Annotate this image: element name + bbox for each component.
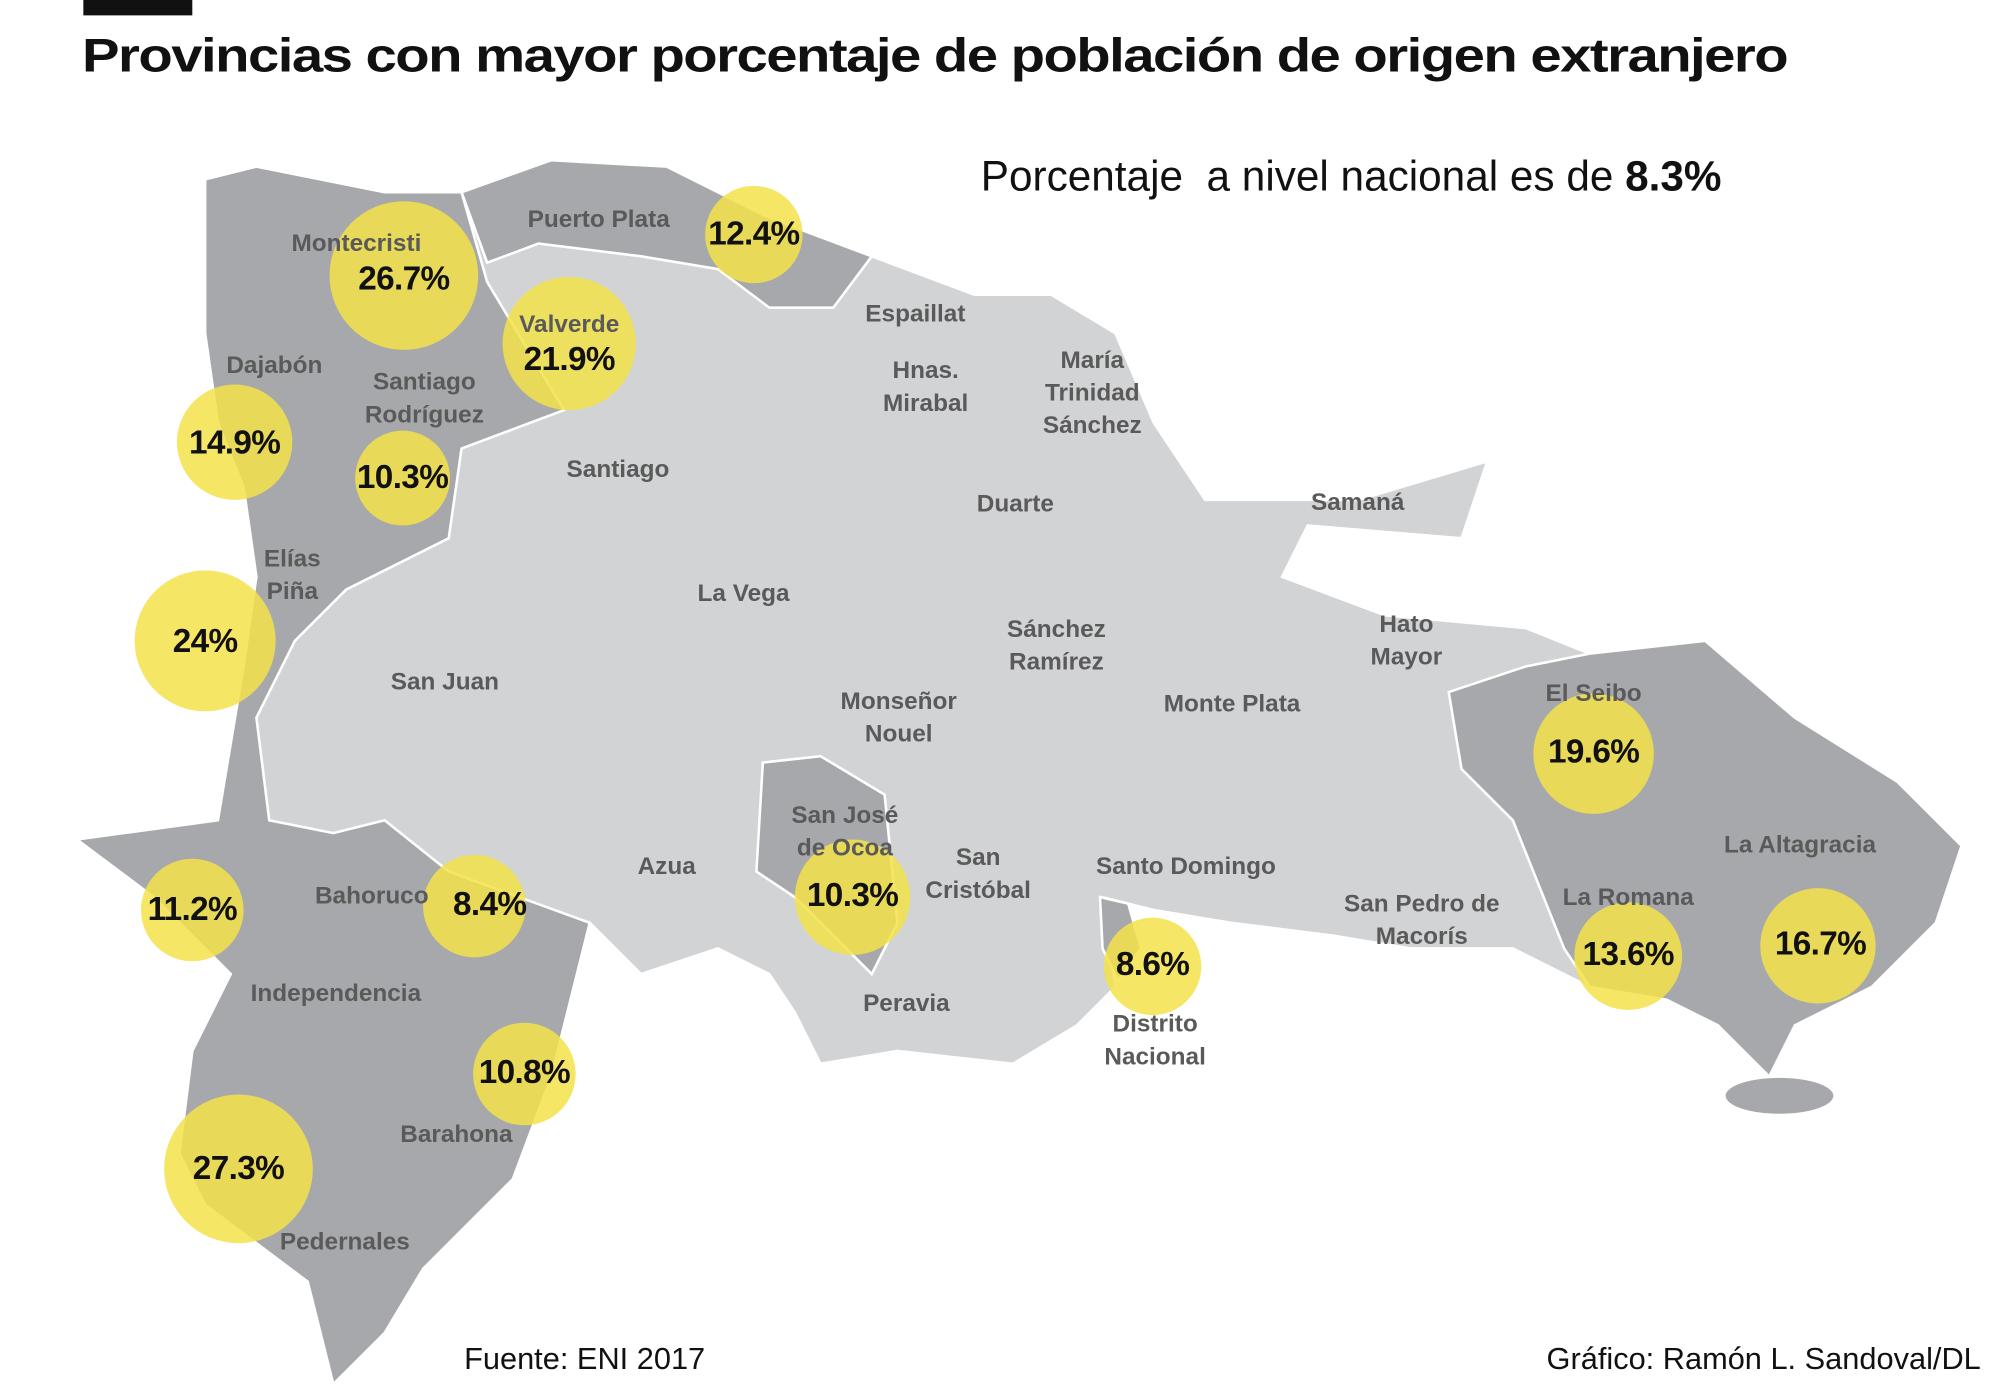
province-value: 19.6% (1548, 733, 1639, 770)
province-label: Bahoruco (315, 883, 429, 910)
province-label: Dajabón (226, 352, 322, 379)
bubble (176, 384, 293, 500)
bubble (705, 185, 803, 284)
province-label: Montecristi (291, 230, 421, 257)
province-value: 8.6% (1116, 946, 1189, 983)
province-label: Elías (264, 546, 321, 573)
labels: Montecristi 26.7% Puerto Plata 12.4% Valverd… (148, 206, 1877, 1256)
province-label: Sánchez (1007, 616, 1106, 643)
province-label: Trinidad (1045, 380, 1140, 407)
national-value: 8.3% (1625, 153, 1721, 200)
bubble (164, 1094, 313, 1244)
province-label: La Romana (1563, 884, 1695, 911)
province-label: Sánchez (1043, 412, 1142, 439)
bubble (1533, 693, 1654, 814)
province-value: 24% (173, 623, 238, 660)
province-value: 26.7% (358, 260, 449, 297)
province-label: Monseñor (841, 688, 958, 715)
province-label: Monte Plata (1164, 690, 1301, 717)
province-label: Cristóbal (925, 877, 1031, 904)
province-value: 10.3% (357, 459, 448, 496)
province-label: Pedernales (280, 1229, 410, 1256)
province-label: María (1061, 347, 1125, 374)
province-label: El Seibo (1546, 680, 1642, 707)
province-label: San José (791, 802, 898, 829)
bubble (141, 858, 244, 962)
province-label: Valverde (519, 311, 619, 338)
province-value: 11.2% (148, 891, 237, 928)
bubble (473, 1022, 576, 1126)
province-label: Santiago (373, 369, 476, 396)
subtitle: Porcentaje a nivel nacional es de 8.3% (981, 153, 1722, 200)
title: Provincias con mayor porcentaje de pobla… (82, 29, 1787, 82)
bubble (423, 854, 526, 958)
province-value: 14.9% (189, 425, 280, 462)
bubbles (134, 185, 1876, 1244)
province-label: Macorís (1376, 923, 1468, 950)
province-label: Peravia (863, 990, 950, 1017)
province-label: Azua (638, 853, 697, 880)
province-label: Samaná (1311, 489, 1405, 516)
western-provinces (73, 165, 592, 1387)
province-value: 10.3% (807, 877, 898, 914)
province-label: Mirabal (883, 390, 968, 417)
province-label: Piña (267, 578, 319, 605)
province-value: 12.4% (708, 216, 799, 253)
province-label: Barahona (400, 1121, 513, 1148)
province-value: 13.6% (1583, 936, 1674, 973)
province-value: 16.7% (1775, 926, 1866, 963)
source: Fuente: ENI 2017 (464, 1341, 705, 1376)
province-label: San Juan (391, 669, 499, 696)
bubble (134, 570, 276, 712)
bubble (355, 430, 450, 526)
province-label: La Altagracia (1724, 831, 1876, 858)
province-label: Santo Domingo (1096, 853, 1276, 880)
bubble (794, 839, 911, 955)
province-label: Hnas. (892, 357, 958, 384)
province-label: La Vega (698, 580, 790, 607)
province-label: Independencia (251, 980, 422, 1007)
province-label: de Ocoa (797, 835, 894, 862)
subtitle-text: Porcentaje a nivel nacional es de (981, 153, 1625, 200)
province-value: 21.9% (524, 341, 615, 378)
province-label: Nouel (865, 720, 933, 747)
province-label: Hato (1379, 611, 1433, 638)
province-label: Nacional (1104, 1043, 1205, 1070)
province-label: Espaillat (865, 301, 965, 328)
province-label: Rodríguez (365, 401, 484, 428)
province-value: 8.4% (453, 886, 526, 923)
bubble (502, 276, 636, 411)
bubble (1103, 917, 1202, 1016)
province-value: 27.3% (193, 1150, 284, 1187)
province-value: 10.8% (479, 1054, 570, 1091)
province-label: Santiago (567, 456, 670, 483)
header-bar (83, 0, 193, 16)
bubble (1760, 888, 1876, 1004)
province-label: San (956, 844, 1001, 871)
province-label: Distrito (1113, 1011, 1198, 1038)
credit: Gráfico: Ramón L. Sandoval/DL (1547, 1341, 1981, 1376)
province-label: Puerto Plata (528, 206, 671, 233)
province-label: Duarte (977, 490, 1054, 517)
bubble (1574, 902, 1683, 1010)
bubble (329, 201, 479, 350)
province-label: Mayor (1371, 644, 1443, 671)
province-label: San Pedro de (1344, 890, 1500, 917)
province-label: Ramírez (1009, 649, 1104, 676)
saona-island (1725, 1077, 1834, 1114)
